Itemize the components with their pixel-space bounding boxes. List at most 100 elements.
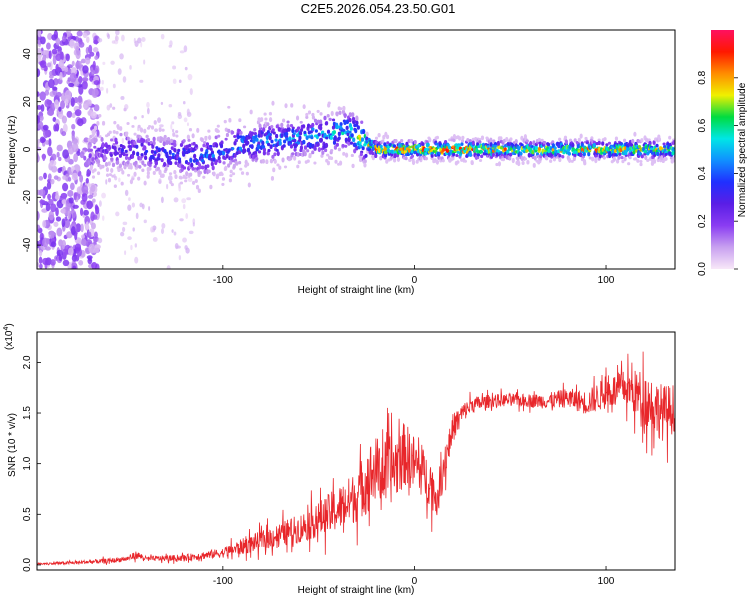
spectrogram-band-cell bbox=[311, 122, 315, 128]
spectrogram-noise-cell bbox=[132, 227, 135, 232]
spectrogram-band-cell bbox=[232, 163, 236, 169]
spectrogram-band-cell bbox=[231, 130, 235, 135]
spectrogram-band-cell bbox=[229, 169, 233, 174]
spectrogram-band-cell bbox=[242, 148, 246, 152]
colorbar: 0.0 0.2 0.4 0.6 0.8 Normalized spectral ampl… bbox=[697, 30, 748, 276]
spectrogram-band-cell bbox=[333, 145, 338, 150]
spectrogram-noise-cell bbox=[185, 247, 190, 254]
spectrogram-band-cell bbox=[211, 165, 215, 171]
spectrogram-noise-cell bbox=[47, 78, 55, 89]
spectrogram-band-cell bbox=[270, 125, 274, 129]
spectrogram-band-cell bbox=[250, 144, 254, 150]
spectrogram-band-cell bbox=[148, 163, 152, 168]
spectrogram-band-cell bbox=[460, 139, 465, 143]
spectrogram-band-cell bbox=[115, 130, 119, 135]
spectrogram-band-cell bbox=[209, 147, 213, 151]
spectrogram-noise-cell bbox=[76, 30, 83, 37]
spectrogram-band-cell bbox=[345, 119, 350, 125]
spectrogram-band-cell bbox=[148, 125, 152, 128]
spectrogram-band-cell bbox=[93, 125, 98, 131]
spectrogram-noise-cell bbox=[134, 256, 139, 264]
spectrogram-band-cell bbox=[321, 150, 325, 155]
spectrogram-noise-cell bbox=[106, 104, 111, 111]
spectrogram-band-cell bbox=[419, 156, 423, 160]
spectrogram-band-cell bbox=[508, 155, 512, 161]
spectrogram-band-cell bbox=[90, 138, 94, 144]
spectrogram-band-cell bbox=[511, 157, 515, 164]
spectrogram-band-cell bbox=[104, 161, 109, 167]
spectrogram-noise-cell bbox=[146, 101, 150, 108]
spectrogram-band-cell bbox=[362, 129, 366, 135]
spectrogram-band-cell bbox=[460, 142, 464, 147]
spectrogram-noise-cell bbox=[40, 104, 45, 112]
spectrogram-band-cell bbox=[461, 135, 465, 140]
spectrogram-band-cell bbox=[407, 148, 412, 153]
spectrogram-band-cell bbox=[141, 138, 146, 144]
spectrogram-band-cell bbox=[344, 137, 348, 142]
spectrogram-band-cell bbox=[187, 138, 191, 142]
spectrogram-band-cell bbox=[110, 157, 114, 161]
spectrogram-noise-cell bbox=[160, 228, 165, 235]
spectrogram-band-cell bbox=[166, 137, 171, 141]
spectrogram-noise-cell bbox=[79, 174, 84, 183]
spectrogram-noise-cell bbox=[166, 183, 169, 190]
spectrogram-band-cell bbox=[324, 121, 328, 126]
spectrogram-band-cell bbox=[206, 164, 210, 168]
spectrogram-noise-cell bbox=[83, 209, 89, 216]
spectrogram-band-cell bbox=[338, 160, 343, 166]
spectrogram-noise-cell bbox=[38, 189, 46, 196]
spectrogram-band-cell bbox=[302, 139, 306, 145]
spectrogram-noise-cell bbox=[160, 33, 165, 40]
spectrogram-band-cell bbox=[87, 144, 91, 149]
spectrogram-noise-cell bbox=[42, 237, 49, 248]
spectrogram-band-cell bbox=[288, 136, 292, 142]
spectrogram-band-cell bbox=[198, 164, 202, 170]
spectrogram-band-cell bbox=[525, 139, 529, 143]
spectrogram-band-cell bbox=[194, 179, 198, 183]
spectrogram-noise-cell bbox=[55, 123, 60, 132]
spectrogram-band-cell bbox=[335, 111, 339, 117]
spectrogram-band-cell bbox=[112, 142, 116, 147]
spectrogram-noise-cell bbox=[55, 63, 59, 72]
spectrogram-band-cell bbox=[153, 120, 157, 125]
spectrogram-noise-cell bbox=[88, 243, 96, 254]
spectrogram-band-cell bbox=[428, 137, 432, 143]
spectrogram-band-cell bbox=[284, 103, 288, 109]
spectrogram-noise-cell bbox=[161, 222, 166, 229]
spectrogram-band-cell bbox=[303, 151, 307, 157]
spectrogram-band-cell bbox=[388, 143, 392, 147]
spectrogram-y-tick-label: 20 bbox=[22, 96, 33, 108]
spectrogram-noise-cell bbox=[58, 59, 65, 68]
spectrogram-y-tick-label: 0 bbox=[22, 146, 33, 152]
spectrogram-band-cell bbox=[221, 150, 226, 156]
spectrogram-band-cell bbox=[261, 158, 265, 164]
spectrogram-band-cell bbox=[328, 117, 332, 121]
spectrogram-band-cell bbox=[648, 140, 652, 146]
spectrogram-band-cell bbox=[125, 131, 129, 136]
spectrogram-noise-cell bbox=[72, 204, 79, 209]
spectrogram-band-cell bbox=[253, 131, 257, 136]
spectrogram-band-cell bbox=[239, 130, 243, 135]
spectrogram-noise-cell bbox=[141, 115, 144, 119]
spectrogram-band-cell bbox=[317, 147, 321, 153]
spectrogram-band-cell bbox=[146, 137, 151, 142]
spectrogram-band-cell bbox=[307, 135, 311, 139]
spectrogram-noise-cell bbox=[85, 57, 91, 65]
spectrogram-band-cell bbox=[233, 135, 237, 139]
spectrogram-band-cell bbox=[143, 145, 147, 151]
spectrogram-band-cell bbox=[561, 154, 565, 159]
spectrogram-noise-cell bbox=[53, 175, 59, 180]
spectrogram-band-cell bbox=[615, 158, 620, 164]
spectrogram-band-cell bbox=[495, 153, 499, 157]
spectrogram-band-cell bbox=[113, 151, 118, 156]
spectrogram-band-cell bbox=[209, 184, 213, 190]
spectrogram-band-cell bbox=[320, 154, 324, 158]
spectrogram-noise-cell bbox=[38, 176, 44, 181]
spectrogram-noise-cell bbox=[48, 210, 55, 221]
spectrogram-band-cell bbox=[228, 118, 232, 123]
snr-x-tick-label: 100 bbox=[598, 576, 615, 587]
spectrogram-band-cell bbox=[175, 130, 179, 134]
spectrogram-noise-cell bbox=[48, 50, 52, 60]
spectrogram-noise-cell bbox=[70, 226, 76, 236]
spectrogram-band-cell bbox=[289, 144, 294, 149]
